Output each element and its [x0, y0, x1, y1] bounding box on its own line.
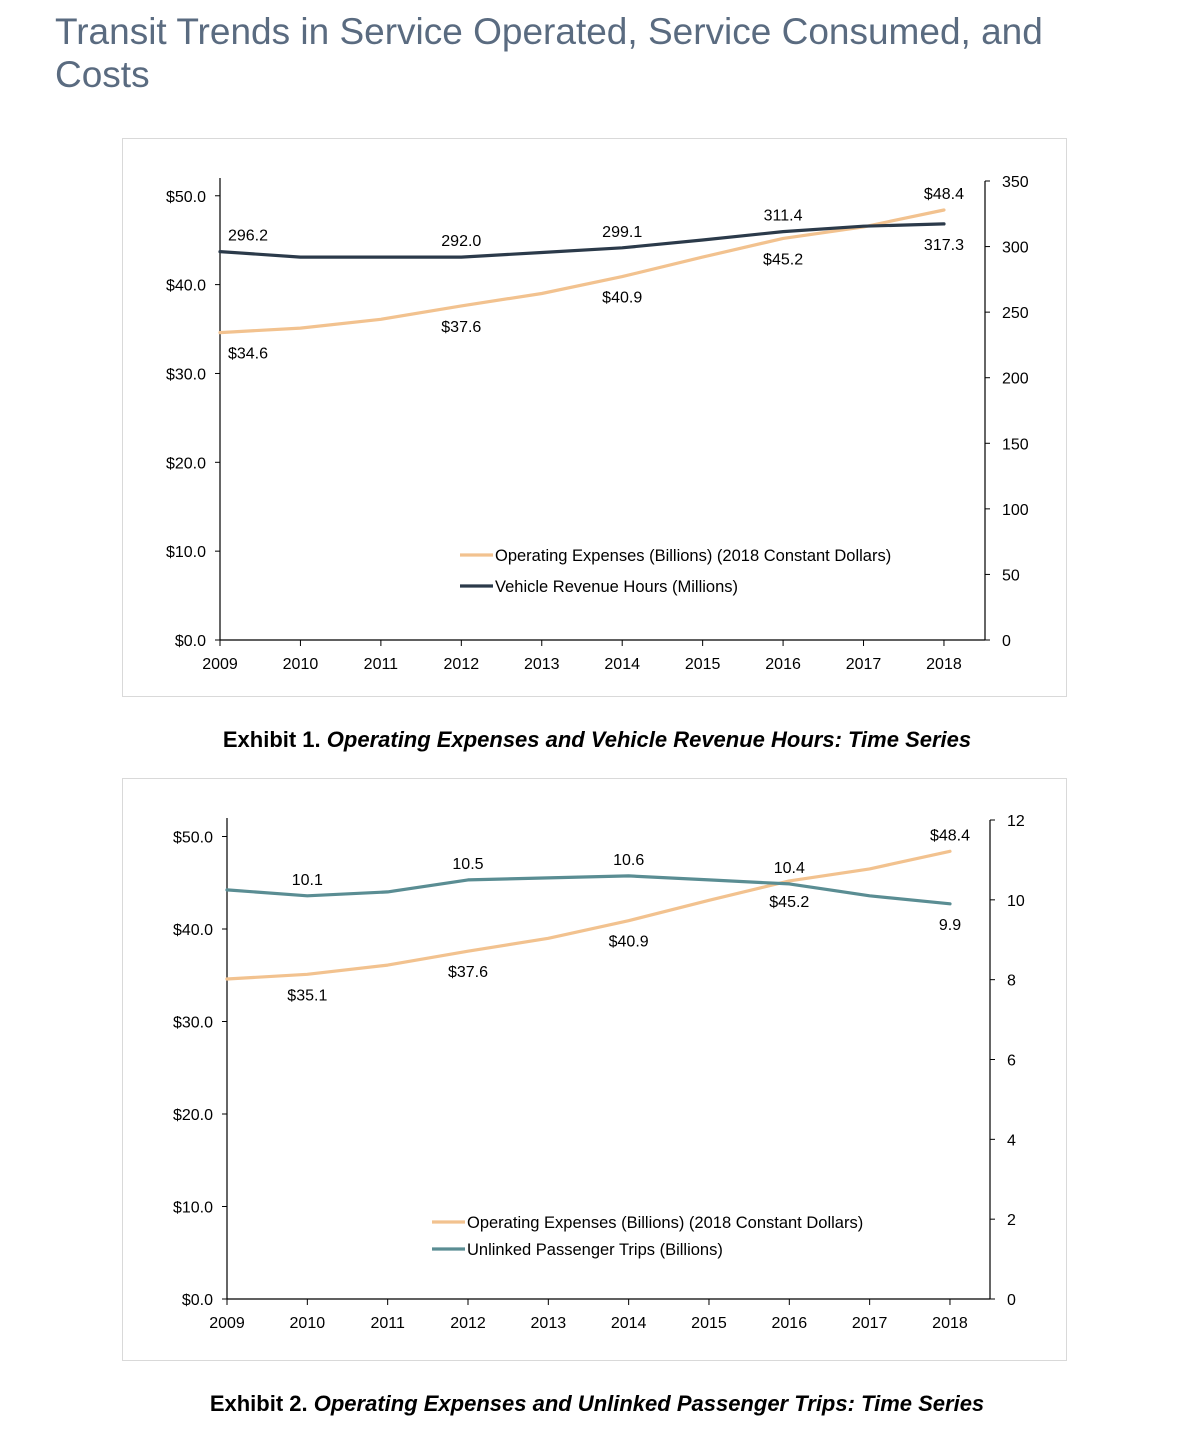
data-label: $45.2 — [769, 894, 809, 911]
series-line-upt — [225, 874, 952, 906]
data-label: $35.1 — [287, 987, 327, 1004]
left-y-tick-label: $50.0 — [173, 830, 213, 847]
data-label: $34.6 — [228, 346, 268, 363]
data-label: 9.9 — [939, 917, 961, 934]
chart-frame-exhibit-1 — [122, 138, 1067, 697]
data-label: 311.4 — [764, 208, 803, 225]
data-label: 317.3 — [924, 237, 964, 254]
data-label: $40.9 — [602, 290, 642, 307]
data-label: 10.4 — [774, 860, 805, 877]
data-label: 10.6 — [613, 852, 644, 869]
data-label: 299.1 — [602, 224, 642, 241]
x-tick-label: 2017 — [846, 656, 882, 673]
caption-exhibit-1: Exhibit 1. Operating Expenses and Vehicl… — [0, 727, 1194, 753]
right-y-tick-label: 300 — [1002, 240, 1029, 257]
caption-exhibit-2: Exhibit 2. Operating Expenses and Unlink… — [0, 1391, 1194, 1417]
data-label: 10.1 — [292, 872, 323, 889]
legend-entry: Operating Expenses (Billions) (2018 Cons… — [467, 1214, 863, 1232]
left-y-tick-label: $50.0 — [166, 189, 206, 206]
series-line-opex — [225, 849, 952, 981]
left-y-tick-label: $30.0 — [166, 366, 206, 383]
x-tick-label: 2013 — [524, 656, 560, 673]
right-y-tick-label: 100 — [1002, 502, 1029, 519]
left-y-tick-label: $20.0 — [166, 455, 206, 472]
x-tick-label: 2018 — [926, 656, 962, 673]
x-tick-label: 2018 — [932, 1315, 968, 1332]
x-tick-label: 2012 — [450, 1315, 486, 1332]
right-y-tick-label: 0 — [1007, 1292, 1016, 1309]
legend-entry: Vehicle Revenue Hours (Millions) — [495, 578, 738, 596]
right-y-tick-label: 150 — [1002, 436, 1029, 453]
left-y-tick-label: $10.0 — [173, 1200, 213, 1217]
page-title: Transit Trends in Service Operated, Serv… — [55, 11, 1043, 95]
data-label: 10.5 — [452, 856, 483, 873]
data-label: $40.9 — [609, 934, 649, 951]
x-tick-label: 2015 — [685, 656, 721, 673]
legend-entry: Operating Expenses (Billions) (2018 Cons… — [495, 547, 891, 565]
series-line-opex — [218, 208, 946, 335]
left-y-tick-label: $0.0 — [175, 633, 206, 650]
data-label: $37.6 — [448, 964, 488, 981]
right-y-tick-label: 50 — [1002, 567, 1020, 584]
caption-prefix: Exhibit 1. — [222, 727, 321, 752]
right-y-tick-label: 0 — [1002, 633, 1011, 650]
right-y-tick-label: 4 — [1007, 1132, 1016, 1149]
caption-title: Operating Expenses and Vehicle Revenue H… — [326, 727, 972, 752]
x-tick-label: 2009 — [202, 656, 238, 673]
data-label: $37.6 — [441, 319, 481, 336]
right-y-tick-label: 12 — [1007, 813, 1025, 830]
x-tick-label: 2014 — [611, 1315, 647, 1332]
right-y-tick-label: 8 — [1007, 973, 1016, 990]
left-y-tick-label: $30.0 — [173, 1015, 213, 1032]
x-tick-label: 2009 — [209, 1315, 245, 1332]
data-label: 292.0 — [441, 233, 481, 250]
x-tick-label: 2010 — [290, 1315, 326, 1332]
data-label: $48.4 — [924, 186, 964, 203]
caption-prefix: Exhibit 2. — [209, 1391, 308, 1416]
x-tick-label: 2015 — [691, 1315, 727, 1332]
x-tick-label: 2012 — [444, 656, 480, 673]
left-y-tick-label: $40.0 — [166, 278, 206, 295]
right-y-tick-label: 6 — [1007, 1053, 1016, 1070]
left-y-tick-label: $40.0 — [173, 922, 213, 939]
data-label: $45.2 — [763, 251, 803, 268]
series-line-vrh — [218, 222, 946, 259]
right-y-tick-label: 250 — [1002, 305, 1029, 322]
x-tick-label: 2010 — [283, 656, 319, 673]
right-y-tick-label: 10 — [1007, 893, 1025, 910]
caption-title: Operating Expenses and Unlinked Passenge… — [313, 1391, 985, 1416]
left-y-tick-label: $20.0 — [173, 1107, 213, 1124]
x-tick-label: 2017 — [852, 1315, 888, 1332]
right-y-tick-label: 350 — [1002, 174, 1029, 191]
x-tick-label: 2011 — [370, 1315, 405, 1332]
right-y-tick-label: 2 — [1007, 1212, 1016, 1229]
x-tick-label: 2013 — [531, 1315, 567, 1332]
left-y-tick-label: $0.0 — [182, 1292, 213, 1309]
data-label: $48.4 — [930, 827, 970, 844]
left-y-tick-label: $10.0 — [166, 544, 206, 561]
x-tick-label: 2016 — [772, 1315, 808, 1332]
x-tick-label: 2016 — [765, 656, 801, 673]
x-tick-label: 2014 — [604, 656, 640, 673]
right-y-tick-label: 200 — [1002, 371, 1029, 388]
x-tick-label: 2011 — [364, 656, 399, 673]
data-label: 296.2 — [228, 228, 268, 245]
legend-entry: Unlinked Passenger Trips (Billions) — [467, 1241, 723, 1259]
